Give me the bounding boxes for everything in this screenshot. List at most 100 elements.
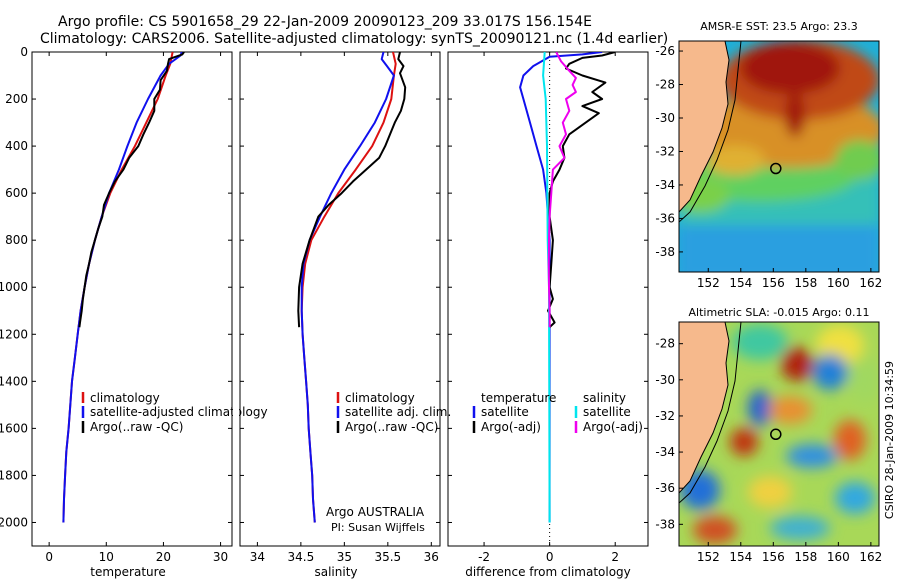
x-tick-label: 2	[611, 550, 619, 564]
sla-cool-2	[812, 354, 848, 390]
sla-map-axes: 152 154 156 158 160 162 -28 -30 -32 -34 -36 -38	[655, 337, 882, 564]
y-tick-label: 400	[5, 139, 28, 153]
map-y-tick-label: -26	[655, 44, 675, 58]
x-tick-label: 34.5	[288, 550, 315, 564]
salinity-xlabel: salinity	[314, 565, 357, 579]
map-y-tick-label: -30	[655, 373, 675, 387]
figure-title-line2: Climatology: CARS2006. Satellite-adjuste…	[40, 31, 668, 47]
legend-clip-mask	[233, 400, 239, 422]
sst-float-marker	[770, 162, 782, 175]
sst-map-title: AMSR-E SST: 23.5 Argo: 23.3	[700, 20, 858, 33]
legend-label-sal-argo: Argo(-adj)	[583, 420, 643, 434]
legend-label-temp-argo: Argo(-adj)	[481, 420, 541, 434]
map-y-tick-label: -38	[655, 245, 675, 259]
map-x-tick-label: 158	[794, 276, 817, 290]
map-x-tick-label: 160	[827, 550, 850, 564]
argo-program-label: Argo AUSTRALIA	[326, 505, 425, 519]
map-x-tick-label: 158	[794, 550, 817, 564]
map-y-tick-label: -38	[655, 517, 675, 531]
difference-legend: temperature salinity satellite Argo(-adj…	[472, 391, 643, 434]
x-tick-label: -2	[478, 550, 490, 564]
sst-filament	[785, 93, 805, 137]
y-tick-label: 1200	[0, 327, 28, 341]
legend-title-temperature: temperature	[481, 391, 556, 405]
legend-title-salinity: salinity	[583, 391, 626, 405]
series-line-argo-raw-qc	[297, 52, 407, 328]
temperature-legend: climatology satellite-adjusted climatolo…	[81, 391, 268, 434]
sla-warm-6	[693, 516, 737, 544]
sla-shelf-contour	[679, 322, 742, 504]
legend-label-sal-satellite: satellite	[583, 405, 631, 419]
sst-map-frame	[678, 40, 880, 273]
difference-axes: -2 0 2	[448, 51, 648, 564]
x-tick-label: 36	[424, 550, 439, 564]
y-tick-label: 800	[5, 233, 28, 247]
legend-label-argo: Argo(..raw -QC)	[90, 420, 183, 434]
map-y-tick-label: -34	[655, 445, 675, 459]
series-line-argo-raw-qc	[78, 52, 185, 328]
map-x-tick-label: 162	[859, 550, 882, 564]
map-x-tick-label: 156	[762, 276, 785, 290]
salinity-panel-frame	[239, 51, 441, 547]
difference-panel-frame	[447, 51, 649, 547]
y-tick-label: 0	[20, 45, 28, 59]
y-tick-label: 1000	[0, 280, 28, 294]
x-tick-label: 35.5	[374, 550, 401, 564]
sla-cool-7	[770, 516, 830, 540]
sst-map-axes: 152 154 156 158 160 162 -26 -28 -30 -32 -34 -36 -38	[655, 44, 882, 290]
map-x-tick-label: 154	[729, 550, 752, 564]
map-x-tick-label: 160	[827, 276, 850, 290]
pi-label: PI: Susan Wijffels	[331, 521, 425, 534]
legend-label-temp-satellite: satellite	[481, 405, 529, 419]
sla-land-coast	[679, 322, 730, 494]
series-line-salinity-argo-adj	[547, 52, 577, 328]
y-tick-label: 600	[5, 186, 28, 200]
sst-land-coast	[679, 41, 730, 213]
sst-east-green	[835, 140, 879, 180]
x-tick-label: 0	[45, 550, 53, 564]
map-y-tick-label: -32	[655, 144, 675, 158]
legend-label-climatology: climatology	[90, 391, 160, 405]
map-y-tick-label: -28	[655, 337, 675, 351]
map-x-tick-label: 162	[859, 276, 882, 290]
map-y-tick-label: -30	[655, 111, 675, 125]
sla-map-title: Altimetric SLA: -0.015 Argo: 0.11	[689, 306, 870, 319]
legend-label-satellite: satellite-adjusted climatology	[90, 405, 268, 419]
sla-cool-4	[786, 444, 838, 468]
x-tick-label: 10	[99, 550, 114, 564]
map-x-tick-label: 152	[697, 550, 720, 564]
sla-yellow	[748, 476, 792, 508]
x-tick-label: 20	[156, 550, 171, 564]
map-y-tick-label: -34	[655, 178, 675, 192]
legend-label-satellite: satellite adj. clim.	[345, 405, 451, 419]
y-tick-label: 1600	[0, 421, 28, 435]
sla-map	[679, 322, 879, 546]
sla-warm-4	[730, 428, 758, 456]
x-tick-label: 34	[250, 550, 265, 564]
salinity-legend: climatology satellite adj. clim. Argo(..…	[336, 391, 451, 434]
sst-map	[679, 41, 879, 272]
y-tick-label: 1400	[0, 374, 28, 388]
sla-map-frame	[678, 321, 880, 547]
sla-float-marker	[770, 428, 782, 441]
temperature-series	[62, 52, 185, 523]
sst-field	[679, 41, 879, 272]
legend-label-argo: Argo(..raw -QC)	[345, 420, 438, 434]
y-tick-label: 1800	[0, 468, 28, 482]
y-tick-label: 200	[5, 92, 28, 106]
map-y-tick-label: -36	[655, 211, 675, 225]
legend-label-climatology: climatology	[345, 391, 415, 405]
difference-xlabel: difference from climatology	[465, 565, 631, 579]
map-y-tick-label: -28	[655, 78, 675, 92]
figure-title-line1: Argo profile: CS 5901658_29 22-Jan-2009 …	[58, 14, 592, 30]
sla-warm-5	[834, 420, 866, 460]
temperature-axes: 0 10 20 30 0 200 400 600 800 1000 1200 1400 1600 1800…	[0, 45, 232, 564]
map-y-tick-label: -36	[655, 481, 675, 495]
sla-cool-6	[835, 482, 875, 514]
x-tick-label: 0	[546, 550, 554, 564]
sst-core	[740, 42, 840, 94]
salinity-axes: 34 34.5 35 35.5 36	[240, 51, 440, 564]
sla-field	[680, 324, 879, 544]
sst-shelf-contour	[679, 41, 742, 223]
